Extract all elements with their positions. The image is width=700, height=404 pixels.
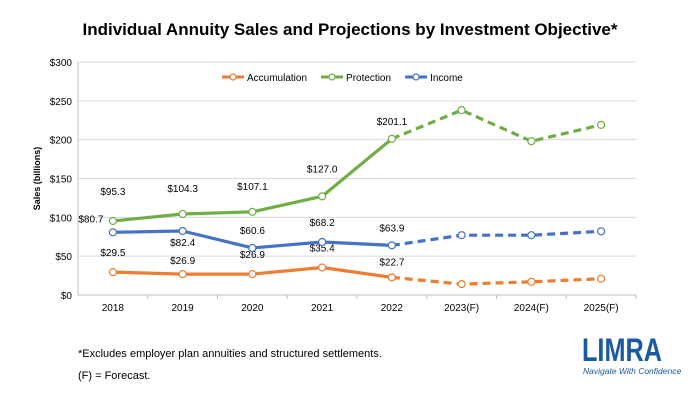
x-tick-label: 2025(F) bbox=[584, 303, 619, 314]
legend-income-marker bbox=[412, 73, 420, 81]
income-point bbox=[527, 231, 536, 240]
protection-point bbox=[318, 192, 327, 201]
y-tick-label: $50 bbox=[55, 252, 72, 263]
protection-data-label: $95.3 bbox=[100, 187, 125, 198]
legend-protection-label: Protection bbox=[346, 73, 391, 84]
y-tick-label: $150 bbox=[50, 175, 73, 186]
accumulation-data-label: $35.4 bbox=[310, 244, 335, 255]
x-tick-label: 2023(F) bbox=[444, 303, 479, 314]
accumulation-point bbox=[457, 280, 466, 289]
line-chart: $0 $50 $100 $150 $200 $250 $300 2018 2019 2020 202… bbox=[32, 58, 637, 314]
y-axis-title: Sales (billions) bbox=[32, 147, 42, 211]
protection-data-label: $201.1 bbox=[377, 117, 408, 128]
accumulation-data-label: $29.5 bbox=[100, 248, 125, 259]
income-point bbox=[108, 228, 117, 237]
legend-income-label: Income bbox=[430, 73, 463, 84]
accumulation-point bbox=[108, 267, 117, 277]
accumulation-point bbox=[318, 263, 327, 272]
y-tick-label: $100 bbox=[50, 213, 73, 224]
income-data-label: $60.6 bbox=[240, 226, 265, 237]
x-tick-label: 2022 bbox=[381, 303, 404, 314]
logo-tagline: Navigate With Confidence bbox=[583, 366, 682, 376]
protection-point bbox=[387, 134, 396, 143]
protection-data-label: $107.1 bbox=[237, 182, 268, 193]
accumulation-data-label: $26.9 bbox=[170, 256, 195, 267]
income-point bbox=[318, 237, 327, 247]
x-tick-label: 2019 bbox=[172, 303, 195, 314]
footnote-exclusions: *Excludes employer plan annuities and st… bbox=[78, 348, 382, 360]
protection-point bbox=[108, 216, 117, 226]
protection-forecast-line bbox=[391, 108, 602, 143]
income-data-label: $63.9 bbox=[379, 223, 404, 234]
accumulation-data-label: $26.9 bbox=[240, 250, 265, 261]
accumulation-point bbox=[597, 274, 606, 283]
income-data-label: $68.2 bbox=[310, 218, 335, 229]
income-data-label: $80.7 bbox=[78, 214, 103, 225]
x-tick-label: 2018 bbox=[102, 303, 125, 314]
income-point bbox=[248, 243, 257, 253]
accumulation-point bbox=[527, 277, 536, 286]
protection-point bbox=[248, 207, 257, 216]
income-point bbox=[597, 227, 606, 236]
income-point bbox=[178, 226, 187, 236]
protection-point bbox=[178, 209, 187, 219]
protection-point bbox=[527, 137, 536, 146]
protection-data-label: $127.0 bbox=[307, 164, 338, 175]
x-tick-label: 2020 bbox=[241, 303, 264, 314]
protection-point bbox=[457, 106, 466, 115]
y-tick-label: $250 bbox=[50, 97, 73, 108]
accumulation-data-label: $22.7 bbox=[379, 257, 404, 268]
legend-accumulation-label: Accumulation bbox=[247, 73, 307, 84]
footnote-forecast: (F) = Forecast. bbox=[78, 370, 151, 382]
protection-data-label: $104.3 bbox=[167, 184, 198, 195]
income-point bbox=[457, 231, 466, 240]
x-tick-label: 2024(F) bbox=[514, 303, 549, 314]
x-tick-label: 2021 bbox=[311, 303, 334, 314]
accumulation-point bbox=[248, 270, 257, 279]
accumulation-point bbox=[178, 270, 187, 279]
y-tick-label: $300 bbox=[50, 58, 73, 69]
legend-accumulation-marker bbox=[229, 73, 237, 81]
income-forecast-line bbox=[391, 229, 602, 247]
protection-point bbox=[597, 120, 606, 130]
accumulation-forecast-line bbox=[391, 275, 602, 286]
limra-logo: LIMRA bbox=[582, 334, 662, 364]
accumulation-point bbox=[387, 273, 396, 282]
y-tick-label: $200 bbox=[50, 136, 73, 147]
chart-title: Individual Annuity Sales and Projections… bbox=[82, 20, 618, 39]
logo-text: LIMRA bbox=[582, 334, 662, 364]
income-point bbox=[387, 241, 396, 250]
legend-protection-marker bbox=[328, 73, 336, 81]
income-data-label: $82.4 bbox=[170, 238, 195, 249]
y-tick-label: $0 bbox=[61, 291, 73, 302]
